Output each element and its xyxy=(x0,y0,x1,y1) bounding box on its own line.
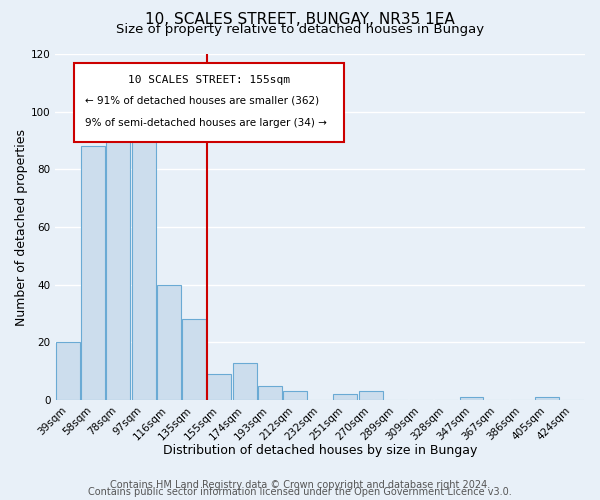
Text: Size of property relative to detached houses in Bungay: Size of property relative to detached ho… xyxy=(116,24,484,36)
Bar xyxy=(258,386,282,400)
FancyBboxPatch shape xyxy=(74,62,344,142)
Text: ← 91% of detached houses are smaller (362): ← 91% of detached houses are smaller (36… xyxy=(85,96,319,106)
Bar xyxy=(106,126,130,400)
Text: 10 SCALES STREET: 155sqm: 10 SCALES STREET: 155sqm xyxy=(128,75,290,85)
Bar xyxy=(233,362,257,400)
Bar xyxy=(359,392,383,400)
Text: Contains HM Land Registry data © Crown copyright and database right 2024.: Contains HM Land Registry data © Crown c… xyxy=(110,480,490,490)
Bar xyxy=(157,284,181,400)
Text: 9% of semi-detached houses are larger (34) →: 9% of semi-detached houses are larger (3… xyxy=(85,118,326,128)
Text: 10, SCALES STREET, BUNGAY, NR35 1EA: 10, SCALES STREET, BUNGAY, NR35 1EA xyxy=(145,12,455,26)
Bar xyxy=(56,342,80,400)
Bar xyxy=(81,146,105,400)
Bar xyxy=(460,397,484,400)
Bar xyxy=(334,394,358,400)
Bar xyxy=(535,397,559,400)
X-axis label: Distribution of detached houses by size in Bungay: Distribution of detached houses by size … xyxy=(163,444,478,458)
Bar xyxy=(131,132,155,400)
Y-axis label: Number of detached properties: Number of detached properties xyxy=(15,128,28,326)
Text: Contains public sector information licensed under the Open Government Licence v3: Contains public sector information licen… xyxy=(88,487,512,497)
Bar xyxy=(208,374,231,400)
Bar xyxy=(283,392,307,400)
Bar xyxy=(182,320,206,400)
